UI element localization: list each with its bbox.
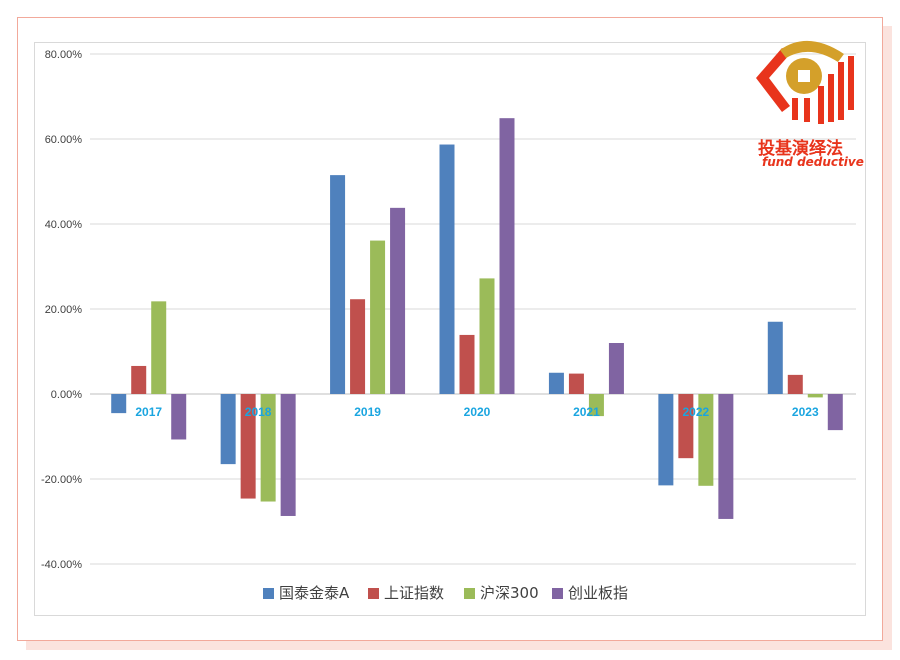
- bar: [370, 240, 386, 394]
- legend-label: 沪深300: [480, 584, 539, 602]
- y-tick-label: 0.00%: [51, 389, 82, 401]
- legend-swatch: [368, 588, 379, 599]
- bar: [260, 394, 276, 502]
- x-tick-label: 2019: [354, 405, 381, 419]
- legend-swatch: [464, 588, 475, 599]
- bar: [459, 334, 475, 394]
- bar: [350, 299, 366, 394]
- bar: [479, 278, 495, 394]
- bar: [439, 144, 455, 394]
- bar: [588, 394, 604, 417]
- bar: [111, 394, 127, 414]
- bar: [608, 343, 624, 394]
- bar: [568, 373, 584, 394]
- bar: [499, 118, 515, 395]
- x-tick-label: 2021: [573, 405, 600, 419]
- y-tick-label: 20.00%: [45, 304, 83, 316]
- x-tick-label: 2020: [464, 405, 491, 419]
- legend-swatch: [263, 588, 274, 599]
- y-tick-label: 40.00%: [45, 219, 83, 231]
- bar: [698, 394, 714, 486]
- bar: [171, 394, 187, 440]
- bar: [330, 175, 346, 394]
- bar: [678, 394, 694, 459]
- legend-label: 创业板指: [568, 584, 628, 602]
- bar: [718, 394, 734, 519]
- bar: [548, 372, 564, 394]
- bar: [807, 394, 823, 398]
- bar: [280, 394, 296, 516]
- bar: [767, 321, 783, 394]
- y-tick-label: -20.00%: [41, 474, 82, 486]
- legend-label: 国泰金泰A: [279, 584, 350, 602]
- bar: [390, 207, 406, 394]
- bar: [151, 301, 167, 394]
- y-tick-label: -40.00%: [41, 559, 82, 571]
- bar: [827, 394, 843, 431]
- logo-chinese-text: 投基演绎法: [758, 139, 843, 159]
- y-tick-label: 60.00%: [45, 134, 83, 146]
- x-tick-label: 2023: [792, 405, 819, 419]
- x-tick-label: 2017: [135, 405, 162, 419]
- legend-label: 上证指数: [384, 584, 444, 602]
- fund-deductive-logo-icon: [756, 40, 854, 124]
- y-tick-label: 80.00%: [45, 49, 83, 61]
- x-tick-label: 2018: [245, 405, 272, 419]
- bar: [787, 374, 803, 394]
- bar: [240, 394, 256, 499]
- bar: [220, 394, 236, 465]
- x-tick-label: 2022: [683, 405, 710, 419]
- logo-english-text: fund deductive: [762, 155, 864, 169]
- bar: [131, 365, 147, 394]
- bar: [658, 394, 674, 486]
- legend-swatch: [552, 588, 563, 599]
